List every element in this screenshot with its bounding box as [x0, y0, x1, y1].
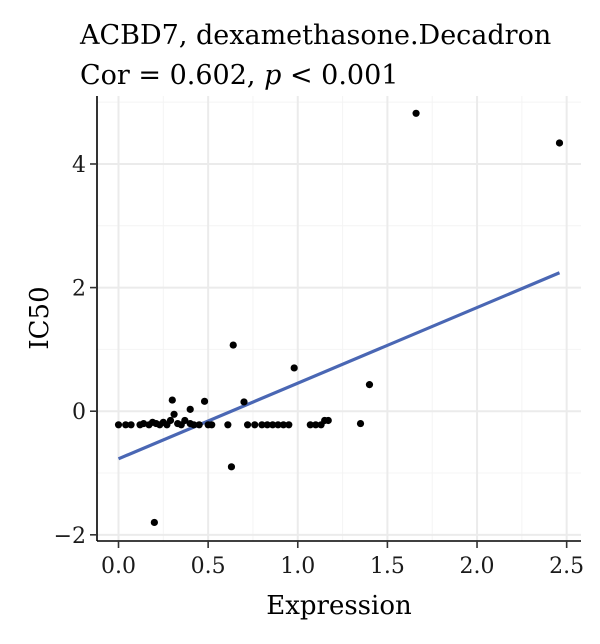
x-tick-label: 0.0 — [101, 554, 136, 579]
data-point — [150, 518, 158, 527]
x-tick-label: 0.5 — [191, 554, 226, 579]
data-point — [190, 421, 198, 429]
subtitle-prefix: Cor = 0.602, — [80, 60, 264, 91]
data-point — [166, 416, 175, 425]
data-point — [181, 416, 189, 425]
data-point — [186, 405, 194, 413]
chart-subtitle: Cor = 0.602, p < 0.001 — [80, 60, 398, 91]
data-point — [312, 421, 320, 429]
y-tick-label: 4 — [72, 153, 86, 178]
y-axis-title: IC50 — [25, 286, 55, 349]
x-tick-label: 2.5 — [549, 554, 584, 579]
data-point — [285, 421, 293, 429]
data-point — [208, 421, 216, 429]
data-point — [170, 410, 178, 418]
plot-panel — [97, 96, 581, 541]
data-point — [269, 421, 277, 429]
data-point — [168, 396, 176, 404]
x-axis-ticks: 0.0 0.5 1.0 1.5 2.0 2.5 — [101, 541, 584, 579]
data-point — [229, 341, 237, 349]
data-point — [224, 421, 232, 429]
data-point — [356, 419, 365, 428]
y-tick-label: 2 — [72, 277, 86, 302]
subtitle-suffix: < 0.001 — [281, 60, 398, 91]
data-point — [240, 398, 248, 406]
grid — [97, 96, 581, 541]
data-point — [306, 421, 314, 429]
data-point — [263, 421, 271, 429]
data-point — [243, 421, 252, 429]
x-tick-label: 2.0 — [460, 554, 495, 579]
x-tick-label: 1.5 — [370, 554, 405, 579]
data-point — [290, 364, 298, 372]
subtitle-p: p — [264, 60, 281, 91]
data-point — [274, 421, 282, 429]
x-tick-label: 1.0 — [280, 554, 315, 579]
data-point — [127, 421, 135, 429]
data-point — [227, 463, 236, 471]
data-point — [412, 109, 420, 117]
y-tick-label: −2 — [54, 524, 86, 549]
data-point — [251, 421, 259, 429]
chart-title: ACBD7, dexamethasone.Decadron — [79, 20, 551, 51]
y-axis-ticks: −2 0 2 4 — [54, 153, 97, 549]
data-point — [122, 421, 130, 429]
data-point — [324, 416, 332, 425]
data-point — [279, 421, 288, 429]
data-point — [258, 421, 266, 429]
data-point — [114, 421, 123, 429]
data-point — [200, 397, 209, 405]
data-point — [195, 421, 203, 429]
data-point — [555, 139, 564, 147]
x-axis-title: Expression — [266, 591, 412, 621]
y-tick-label: 0 — [72, 400, 86, 425]
data-point — [140, 419, 148, 428]
data-points — [114, 109, 564, 527]
data-point — [365, 381, 374, 389]
